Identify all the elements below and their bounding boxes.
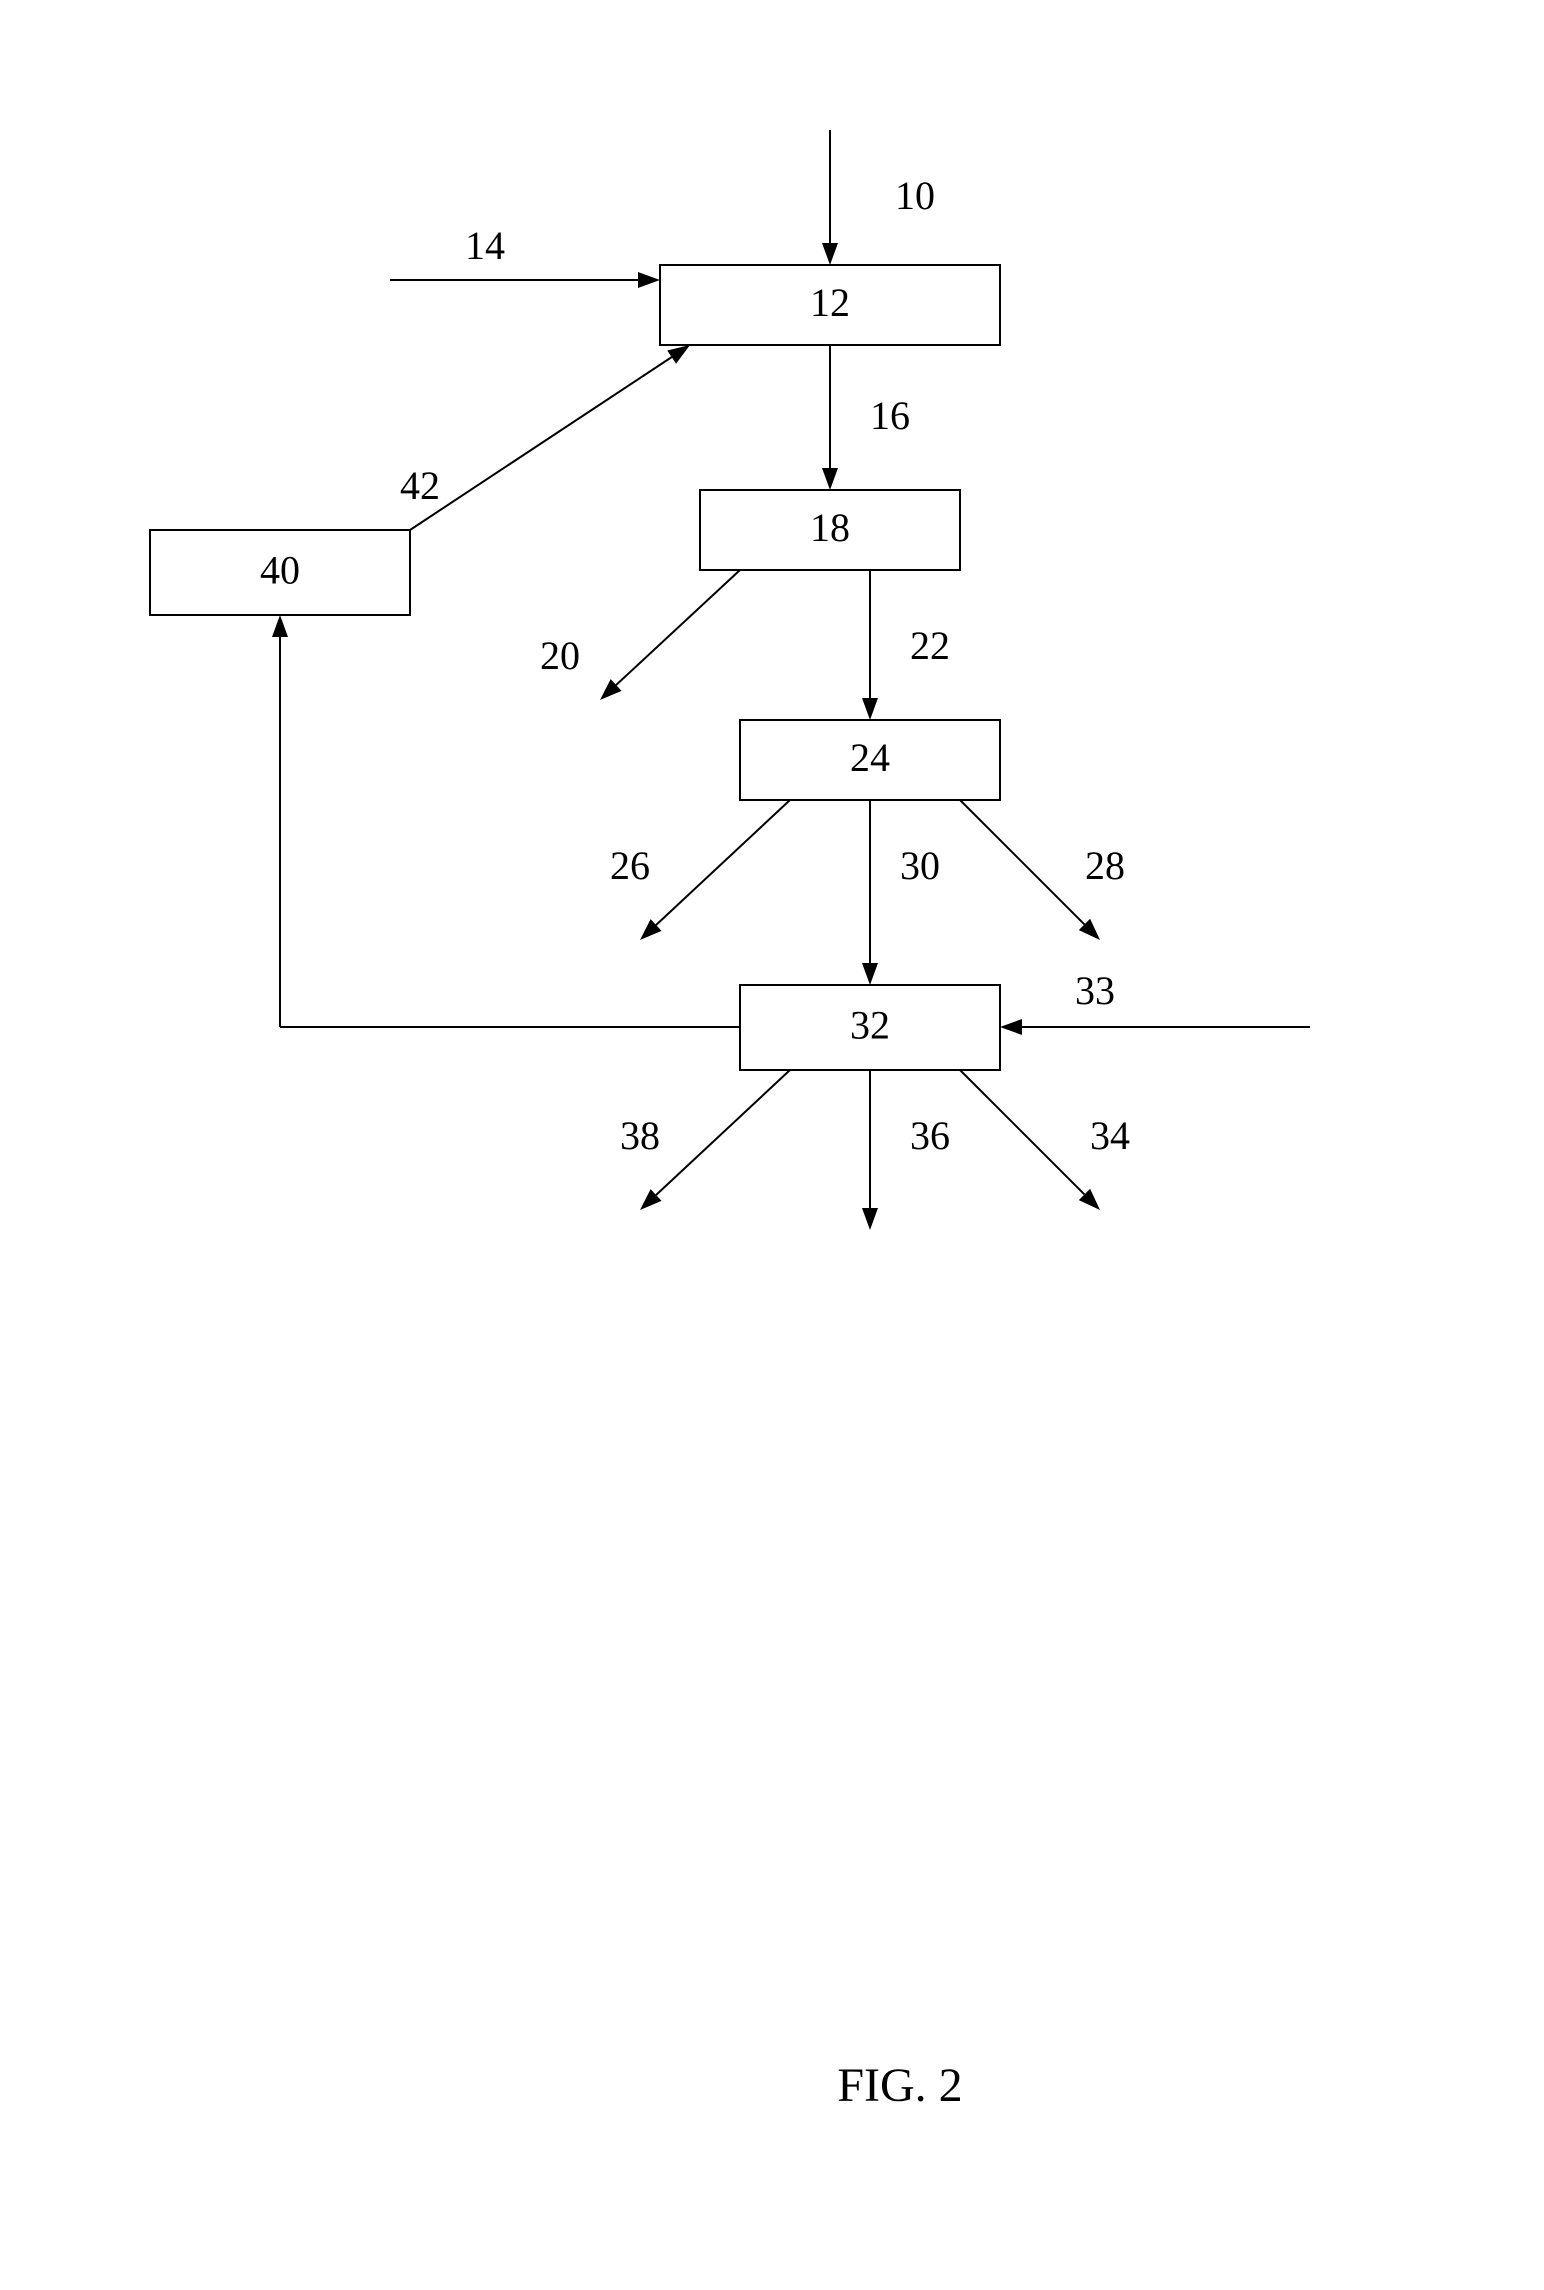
edge-label-33: 33 [1075,968,1115,1013]
edge-label-34: 34 [1090,1113,1130,1158]
edge-label-14: 14 [465,223,505,268]
edge-label-42: 42 [400,463,440,508]
edge-label-20: 20 [540,633,580,678]
edge-label-22: 22 [910,623,950,668]
edge-label-30: 30 [900,843,940,888]
node-label-32: 32 [850,1003,890,1048]
edge-label-10: 10 [895,173,935,218]
edge-label-38: 38 [620,1113,660,1158]
figure-caption: FIG. 2 [837,2059,962,2112]
edge-label-28: 28 [1085,843,1125,888]
node-label-12: 12 [810,280,850,325]
edge-label-16: 16 [870,393,910,438]
node-label-24: 24 [850,735,890,780]
node-label-40: 40 [260,548,300,593]
edge-label-26: 26 [610,843,650,888]
node-label-18: 18 [810,505,850,550]
edge-label-36: 36 [910,1113,950,1158]
